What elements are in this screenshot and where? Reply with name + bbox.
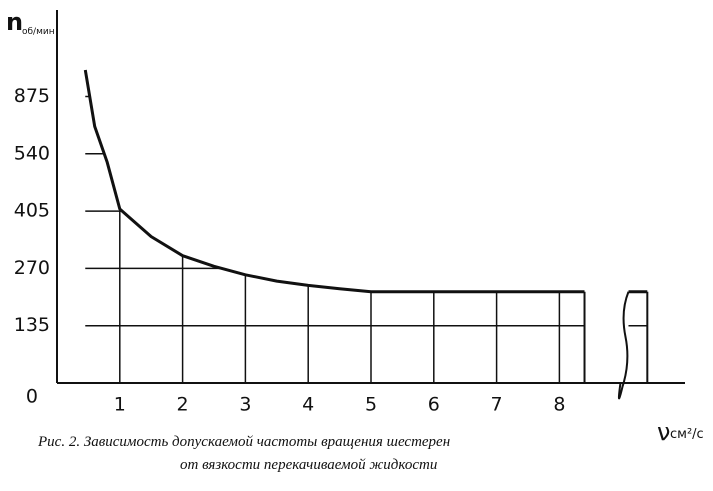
y-tick-label: 405 [14,200,50,222]
caption: от вязкости перекачиваемой жидкости [180,457,437,473]
y-tick-label: 875 [14,85,50,107]
y-label: n [6,8,23,36]
x-label-unit: см²/с [670,427,704,442]
y-tick-label: 0 [26,386,38,408]
y-tick-label: 540 [14,142,50,164]
curve [83,69,648,294]
x-tick-label: 1 [114,394,126,416]
x-tick-label: 5 [365,394,377,416]
caption: Рис. 2. Зависимость допускаемой частоты … [37,434,450,450]
x-tick-label: 4 [302,394,314,416]
x-tick-label: 7 [491,394,503,416]
y-label-unit: об/мин [22,27,55,37]
grid [85,69,648,383]
x-label: ν [657,418,670,446]
y-tick-label: 270 [14,257,50,279]
x-tick-label: 6 [428,394,440,416]
x-tick-label: 3 [239,394,251,416]
x-tick-label: 8 [553,394,565,416]
y-tick-label: 135 [14,314,50,336]
break-edge [617,291,630,400]
x-tick-label: 2 [177,394,189,416]
